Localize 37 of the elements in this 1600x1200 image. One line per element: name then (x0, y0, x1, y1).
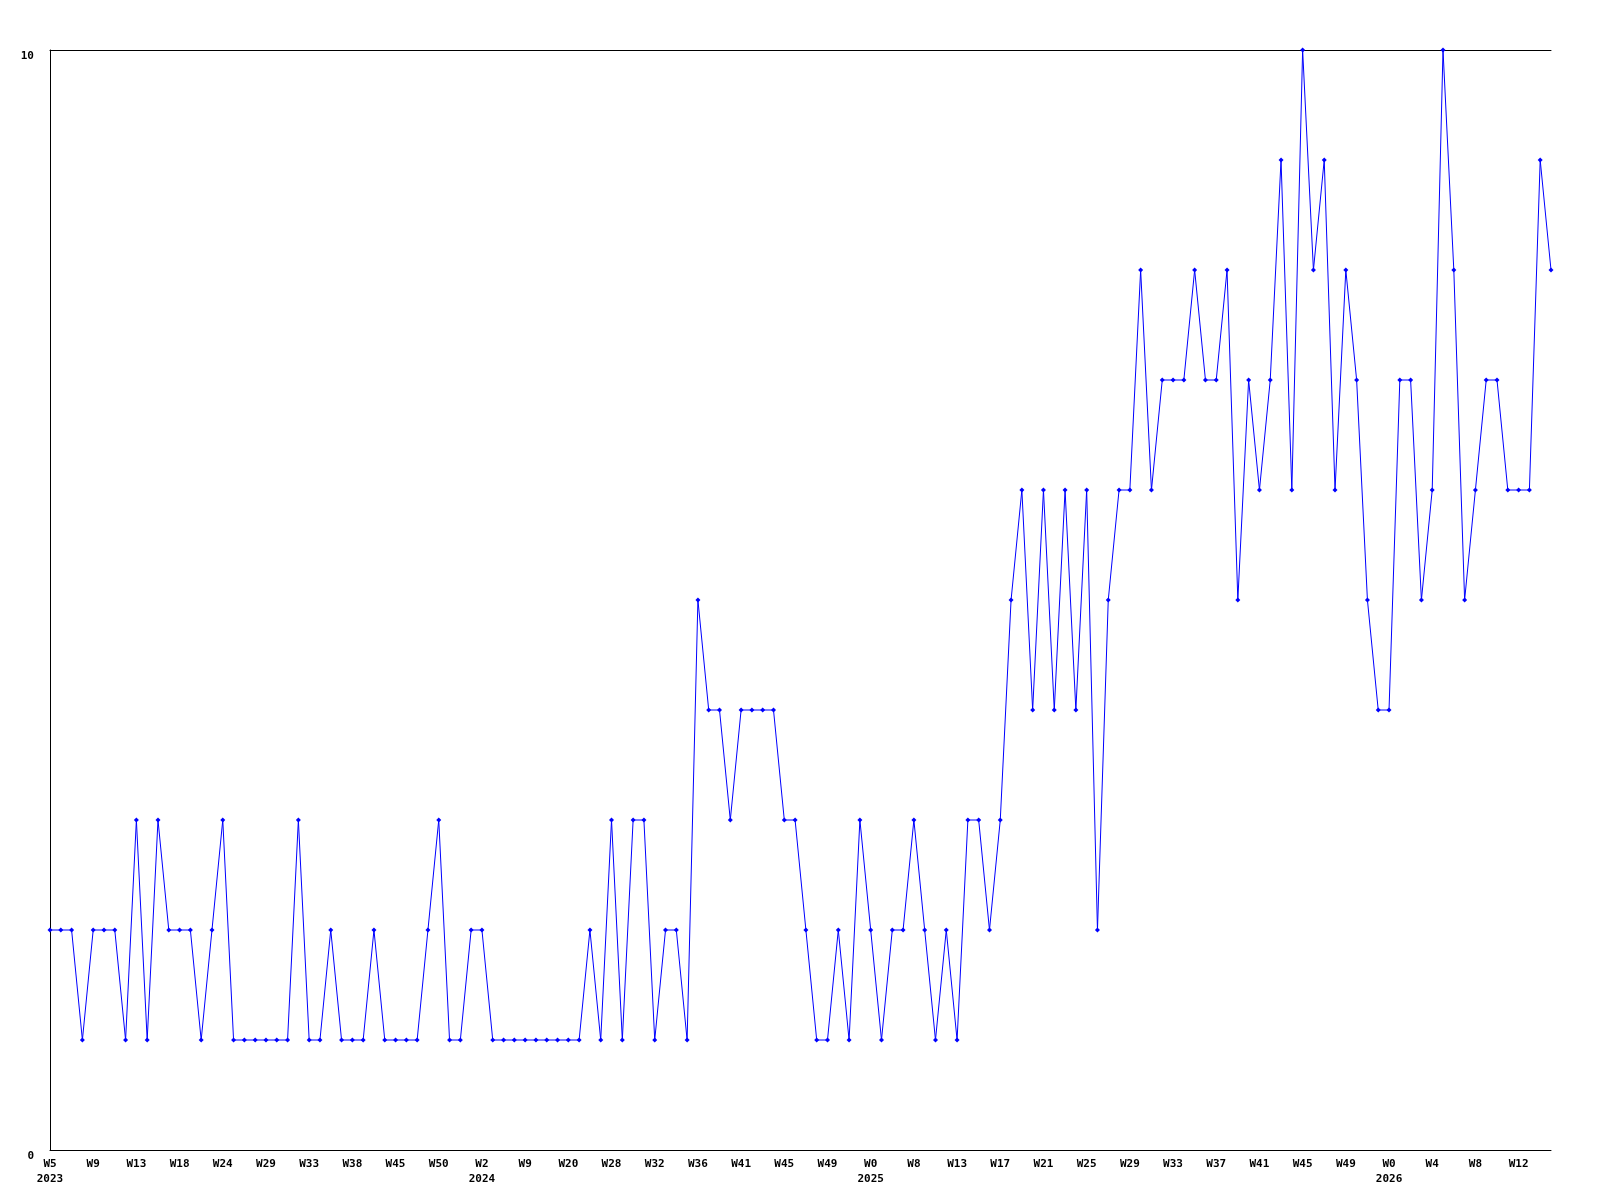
x-tick-label: W9 (86, 1157, 100, 1170)
x-tick-label: W41 (1249, 1157, 1270, 1170)
x-tick-label: W25 (1076, 1157, 1097, 1170)
x-tick-label: W36 (687, 1157, 709, 1170)
x-tick-label: W45 (1292, 1157, 1313, 1170)
x-tick-label: W2 2024 (468, 1157, 496, 1185)
y-tick-label: 0 (27, 1149, 34, 1162)
x-tick-label: W0 2025 (857, 1157, 884, 1185)
x-tick-label: W29 (256, 1157, 276, 1170)
x-tick-label: W18 (169, 1157, 190, 1170)
x-tick-label: W13 (947, 1157, 968, 1170)
x-tick-label: W45 (385, 1157, 406, 1170)
x-tick-label: W9 (518, 1157, 532, 1170)
x-tick-label: W21 (1033, 1157, 1054, 1170)
x-tick-label: W41 (731, 1157, 752, 1170)
x-tick-label: W49 (1335, 1157, 1356, 1170)
y-tick-label: 10 (20, 49, 34, 62)
x-tick-label: W13 (126, 1157, 147, 1170)
x-tick-label: W33 (1163, 1157, 1183, 1170)
x-tick-label: W8 (1468, 1157, 1483, 1170)
x-tick-label: W5 2023 (36, 1157, 64, 1185)
x-tick-label: W12 (1508, 1157, 1529, 1170)
x-tick-label: W50 (428, 1157, 449, 1170)
x-tick-label: W24 (212, 1157, 234, 1170)
x-tick-label: W0 2026 (1375, 1157, 1403, 1185)
x-tick-label: W4 (1425, 1157, 1440, 1170)
x-tick-label: W28 (601, 1157, 622, 1170)
x-tick-label: W45 (774, 1157, 795, 1170)
x-tick-label: W20 (558, 1157, 579, 1170)
x-tick-label: W37 (1206, 1157, 1227, 1170)
x-tick-label: W49 (817, 1157, 838, 1170)
x-tick-label: W33 (299, 1157, 320, 1170)
x-tick-label: W29 (1119, 1157, 1140, 1170)
x-tick-label: W17 (990, 1157, 1011, 1170)
x-tick-label: W8 (907, 1157, 921, 1170)
x-tick-label: W38 (342, 1157, 363, 1170)
x-tick-label: W32 (644, 1157, 665, 1170)
